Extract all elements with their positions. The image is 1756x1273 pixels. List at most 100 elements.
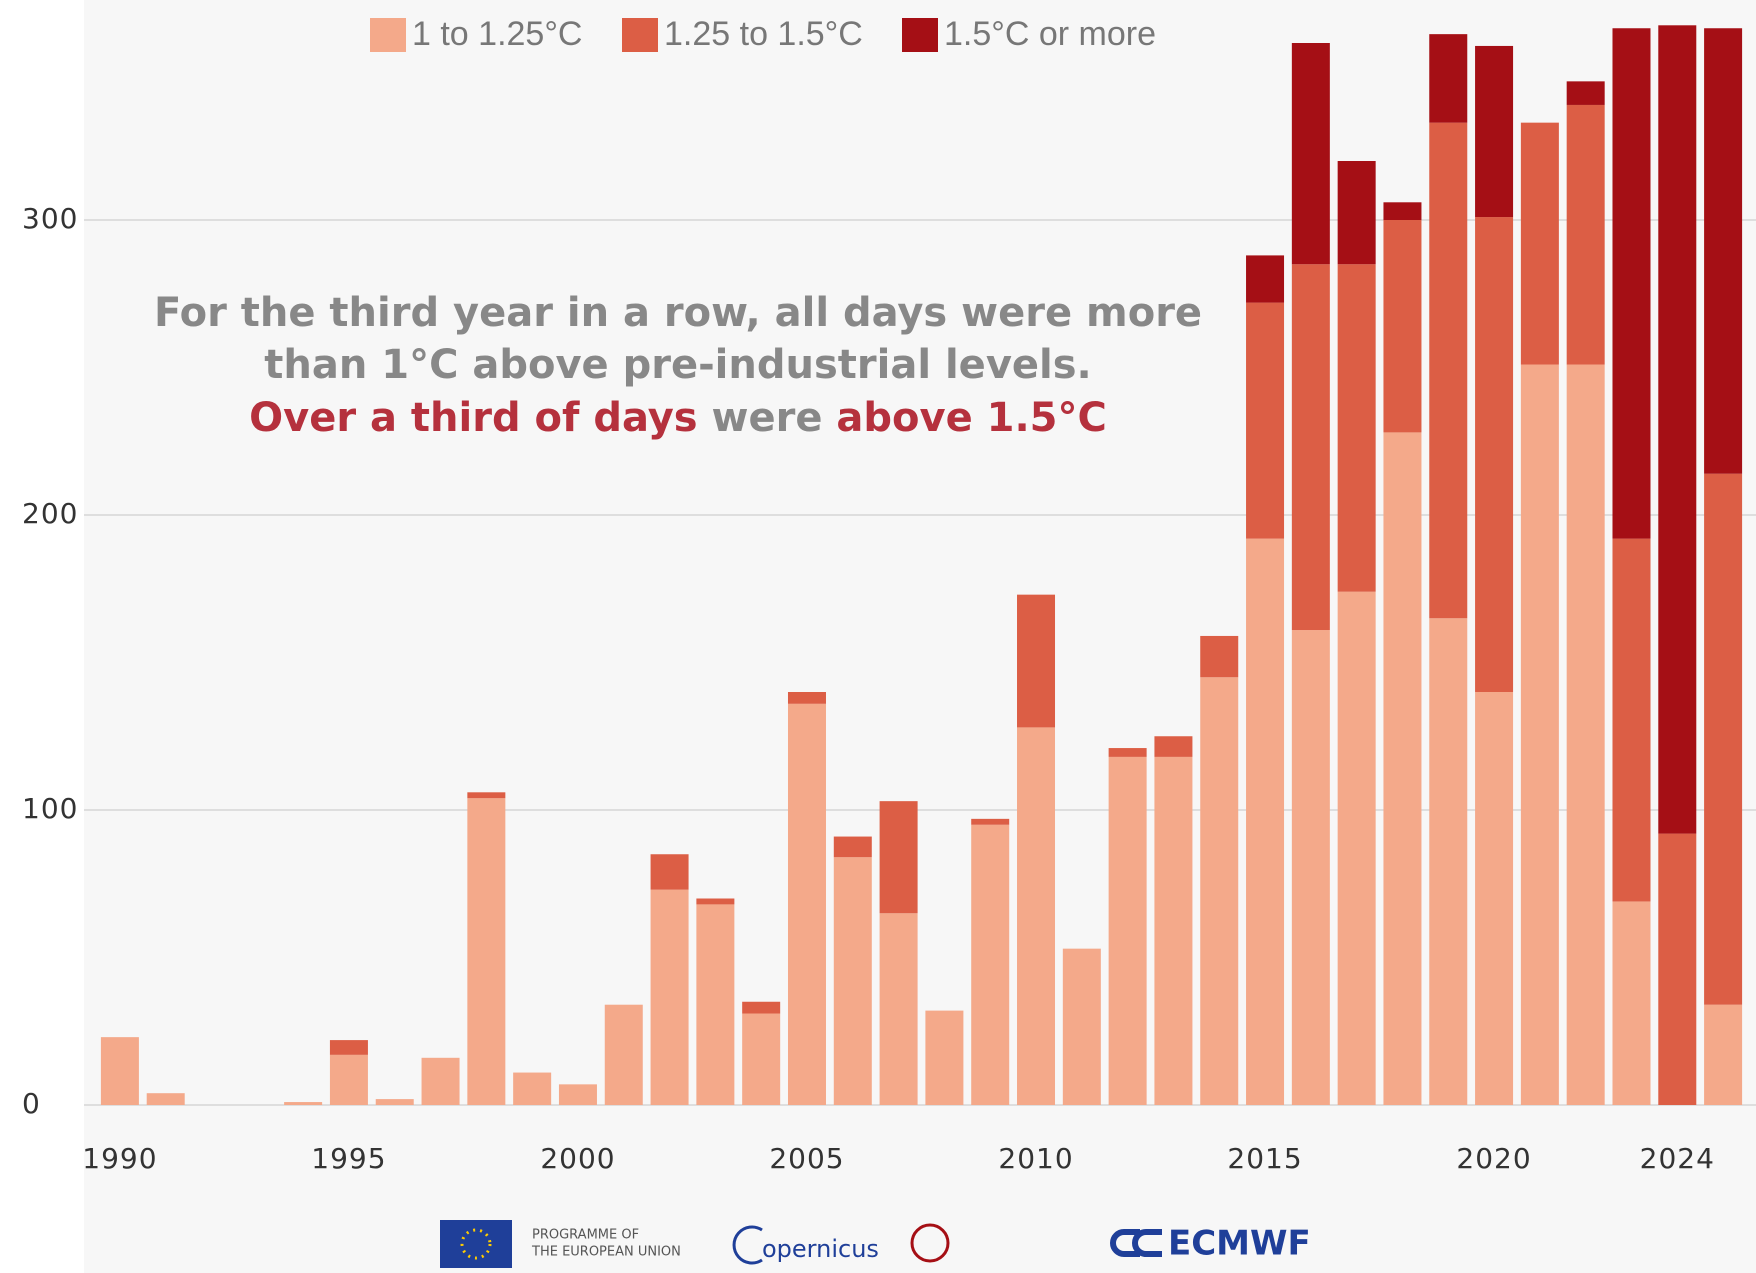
bar-segment [1612,901,1651,1105]
annotation: For the third year in a row, all days we… [154,290,1202,441]
bar-segment [1337,161,1376,265]
c3s-logo [910,1223,950,1263]
bar-segment [1017,727,1056,1105]
bar-segment [879,801,918,914]
bar-segment [467,798,506,1105]
bar-segment [1704,473,1743,1005]
bar-segment [1520,364,1559,1105]
footer-logos: PROGRAMME OF THE EUROPEAN UNION opernicu… [440,1220,1311,1268]
bar-segment [1658,833,1697,1105]
bar-segment [1383,220,1422,433]
x-tick-label: 2000 [540,1142,615,1175]
bar-segment [1383,202,1422,220]
bar-segment [696,898,735,905]
bar-segment [833,857,872,1105]
ecmwf-logo [1110,1229,1162,1257]
x-tick-label: 2015 [1227,1142,1302,1175]
annotation-text: were [698,395,837,441]
bar-segment [604,1004,643,1105]
bar-segment [1200,677,1239,1105]
annotation-line: For the third year in a row, all days we… [154,290,1202,336]
bar-segment [329,1040,368,1055]
copernicus-logo [732,1225,763,1265]
bar-segment [1475,217,1514,693]
bar-segment [1704,1004,1743,1105]
bar-segment [1520,122,1559,365]
bar-segment [1017,594,1056,728]
x-tick-label: 1990 [82,1142,157,1175]
legend-label: 1.25 to 1.5°C [664,15,863,53]
bar-segment [650,854,689,890]
bar-segment [1429,618,1468,1105]
bar-segment [1062,948,1101,1105]
bar-segment [833,836,872,858]
bar-segment [971,818,1010,825]
bar-segment [1246,255,1285,303]
bar-segment [650,889,689,1105]
eu-flag [440,1220,512,1268]
bar-segment [1337,591,1376,1105]
y-tick-label: 200 [22,497,78,530]
bar-segment [1108,756,1147,1105]
y-tick-label: 100 [22,792,78,825]
bar-segment [1154,756,1193,1105]
legend-swatch [622,18,658,52]
annotation-line: Over a third of days were above 1.5°C [249,395,1107,441]
bar-segment [1291,43,1330,265]
bar-segment [742,1013,781,1105]
bar-segment [879,913,918,1105]
bar-segment [375,1099,414,1105]
eu-text: PROGRAMME OF [532,1228,639,1243]
legend-swatch [370,18,406,52]
x-tick-label: 2005 [769,1142,844,1175]
bar-segment [971,824,1010,1105]
bar-segment [513,1072,552,1105]
bar-segment [1429,122,1468,619]
bar-segment [1291,630,1330,1105]
bar-segment [696,904,735,1105]
bar-segment [1475,692,1514,1105]
bar-segment [1612,538,1651,902]
legend-label: 1.5°C or more [944,15,1156,53]
annotation-line: than 1°C above pre-industrial levels. [264,342,1091,388]
bar-segment [1154,736,1193,757]
bar-segment [1566,81,1605,105]
bar-segment [1200,635,1239,678]
annotation-highlight: above 1.5°C [836,395,1106,441]
bar-segment [1291,264,1330,631]
bar-segment [146,1093,185,1105]
y-tick-label: 300 [22,202,78,235]
bar-segment [1566,364,1605,1105]
eu-stars [460,1228,492,1260]
bar-segment [1246,302,1285,539]
bar-segment [787,703,826,1105]
ecmwf-text: ECMWF [1168,1224,1311,1264]
bar-segment [467,792,506,799]
copernicus-text: opernicus [762,1235,879,1263]
bar-segment [1612,28,1651,539]
legend-swatch [902,18,938,52]
bar-segment [1337,264,1376,592]
annotation-highlight: Over a third of days [249,395,697,441]
bar-segment [1383,432,1422,1105]
legend-label: 1 to 1.25°C [412,15,582,53]
bar-segment [558,1084,597,1105]
y-tick-label: 0 [22,1087,41,1120]
eu-text: THE EUROPEAN UNION [531,1245,681,1260]
bar-segment [1429,34,1468,123]
bar-segment [284,1102,323,1105]
bar-segment [1108,748,1147,757]
bar-segment [1566,104,1605,365]
x-tick-label: 2024 [1640,1142,1715,1175]
bar-segment [421,1057,460,1105]
bar-segment [787,692,826,704]
bar-segment [742,1001,781,1014]
bar-segment [1704,28,1743,474]
bar-segment [1658,25,1697,834]
bar-segment [1475,45,1514,218]
bar-segment [925,1010,964,1105]
bar-segment [329,1054,368,1105]
bar-segment [100,1037,139,1105]
x-tick-label: 1995 [311,1142,386,1175]
